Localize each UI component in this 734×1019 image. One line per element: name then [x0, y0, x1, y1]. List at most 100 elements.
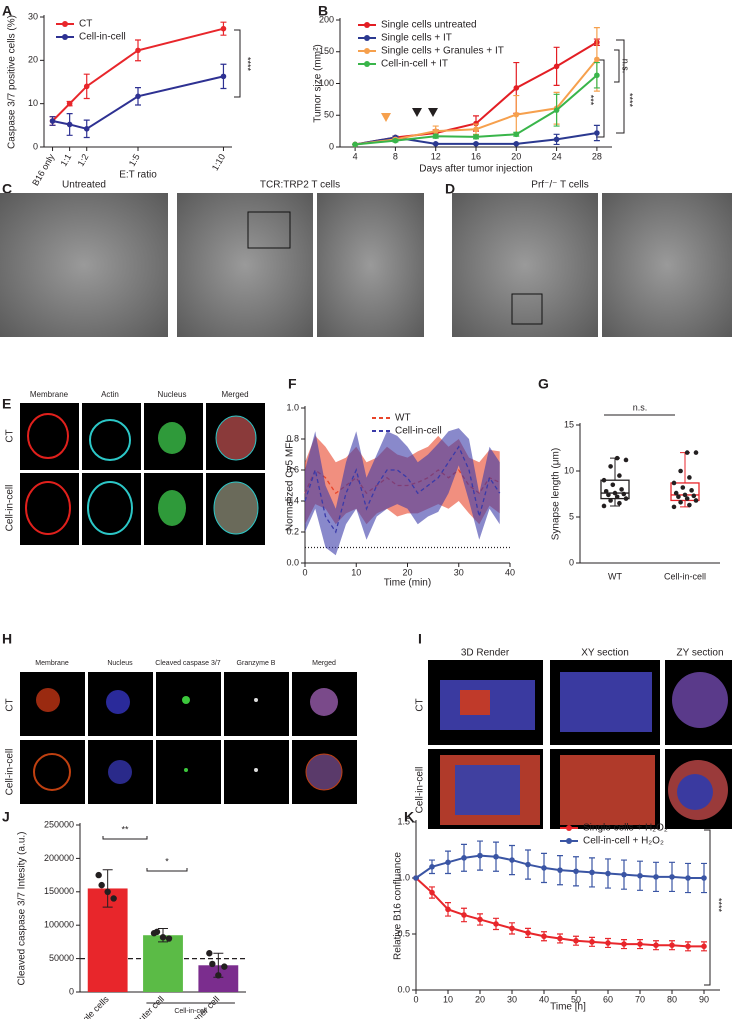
legend-marker [364, 48, 370, 54]
data-point [614, 494, 620, 500]
data-point [513, 85, 520, 91]
y-axis-label: Cleaved caspase 3/7 Intesity (a.u.) [17, 832, 28, 986]
legend-label: Single cells + H₂O₂ [583, 823, 668, 834]
error-band [305, 428, 500, 556]
data-point [473, 141, 479, 147]
x-tick-label: 40 [505, 567, 515, 577]
y-tick-label: 50000 [49, 953, 74, 963]
y-tick-label: 0 [569, 557, 574, 567]
data-point [525, 861, 531, 868]
legend-marker [566, 825, 572, 831]
micrographs [20, 403, 265, 545]
x-tick-label: 0 [413, 994, 418, 1004]
data-point [153, 928, 161, 936]
data-point [573, 868, 579, 875]
y-tick-label: 15 [564, 419, 574, 429]
data-point [513, 111, 520, 118]
y-axis-label: Tumor size (mm²) [313, 44, 324, 123]
data-point [477, 916, 483, 923]
legend-label: Single cells untreated [381, 20, 477, 31]
data-point [685, 943, 691, 950]
chart: F 0.0 0.2 0.4 0.6 0.8 1.0 0 10 20 30 40 Normalized C… [285, 376, 515, 589]
data-point [608, 464, 613, 469]
bar [143, 935, 183, 992]
row-label: Cell-in-cell [415, 767, 426, 814]
data-point [676, 494, 681, 500]
y-tick-label: 0.4 [286, 495, 299, 505]
annotation: **** [243, 57, 253, 72]
column-label: Granzyme B [237, 660, 276, 667]
y-tick-label: 100000 [44, 920, 74, 930]
data-point [603, 488, 609, 494]
arrowhead [381, 113, 391, 122]
column-label: Merged [221, 390, 248, 399]
data-point [614, 455, 620, 461]
data-point [594, 72, 600, 79]
x-tick-label: Inner cell [189, 994, 222, 1019]
y-tick-label: 30 [28, 11, 38, 21]
y-tick-label: 250000 [44, 819, 74, 829]
y-tick-label: 150 [319, 46, 334, 56]
data-point [671, 504, 677, 510]
data-point [493, 921, 499, 927]
data-point [473, 134, 479, 140]
error-bar [102, 869, 113, 908]
y-tick-label: 0.0 [397, 984, 410, 994]
legend-marker [364, 22, 370, 28]
x-tick-label: 0 [302, 567, 307, 577]
data-point [684, 450, 690, 455]
x-tick-label: 8 [393, 151, 398, 161]
y-tick-label: 0.8 [286, 433, 299, 443]
data-point [215, 972, 222, 979]
x-tick-label: 4 [353, 151, 358, 161]
data-point [573, 937, 579, 944]
column-label: Nucleus [107, 660, 133, 667]
x-axis-label: Time (min) [384, 578, 431, 589]
data-point [701, 943, 707, 950]
arrowhead [412, 108, 422, 117]
x-tick-label: 24 [552, 151, 562, 161]
data-point [557, 867, 563, 873]
panel-letter: B [318, 3, 328, 19]
column-label: Nucleus [158, 390, 187, 399]
data-point [553, 107, 560, 113]
x-tick-label: 28 [592, 151, 602, 161]
annotation: n.s. [633, 402, 648, 412]
x-tick-label: 20 [511, 151, 521, 161]
data-point [445, 859, 451, 866]
data-point [669, 874, 675, 880]
annotation: *** [586, 95, 596, 106]
data-point [617, 500, 622, 506]
data-point [513, 131, 520, 138]
data-point [693, 450, 699, 455]
data-point [589, 939, 595, 945]
data-point [135, 47, 141, 54]
data-point [541, 933, 547, 940]
data-point [612, 490, 618, 496]
y-tick-label: 1.0 [286, 402, 299, 412]
panel-letter: E [2, 396, 11, 412]
column-label: Membrane [30, 390, 69, 399]
y-tick-label: 200 [319, 14, 334, 24]
x-axis-label: Time [h] [550, 1002, 586, 1013]
data-point [685, 875, 691, 881]
x-tick-label: 80 [667, 994, 677, 1004]
y-tick-label: 150000 [44, 886, 74, 896]
significance-brackets [102, 29, 711, 986]
data-point [432, 133, 439, 140]
y-tick-label: 200000 [44, 853, 74, 863]
data-point [623, 496, 629, 501]
legend-label: Single cells + Granules + IT [381, 46, 504, 57]
legend-label: Single cells + IT [381, 33, 452, 44]
x-tick-label: 20 [402, 567, 412, 577]
data-point [509, 857, 515, 863]
box-whisker [680, 452, 690, 508]
data-point [49, 118, 56, 124]
panel-letter: F [288, 376, 297, 392]
y-tick-label: 50 [324, 110, 334, 120]
x-axis-label: Days after tumor injection [419, 164, 532, 175]
row-label: CT [5, 429, 16, 442]
y-tick-label: 10 [28, 98, 38, 108]
annotation: **** [625, 93, 635, 108]
